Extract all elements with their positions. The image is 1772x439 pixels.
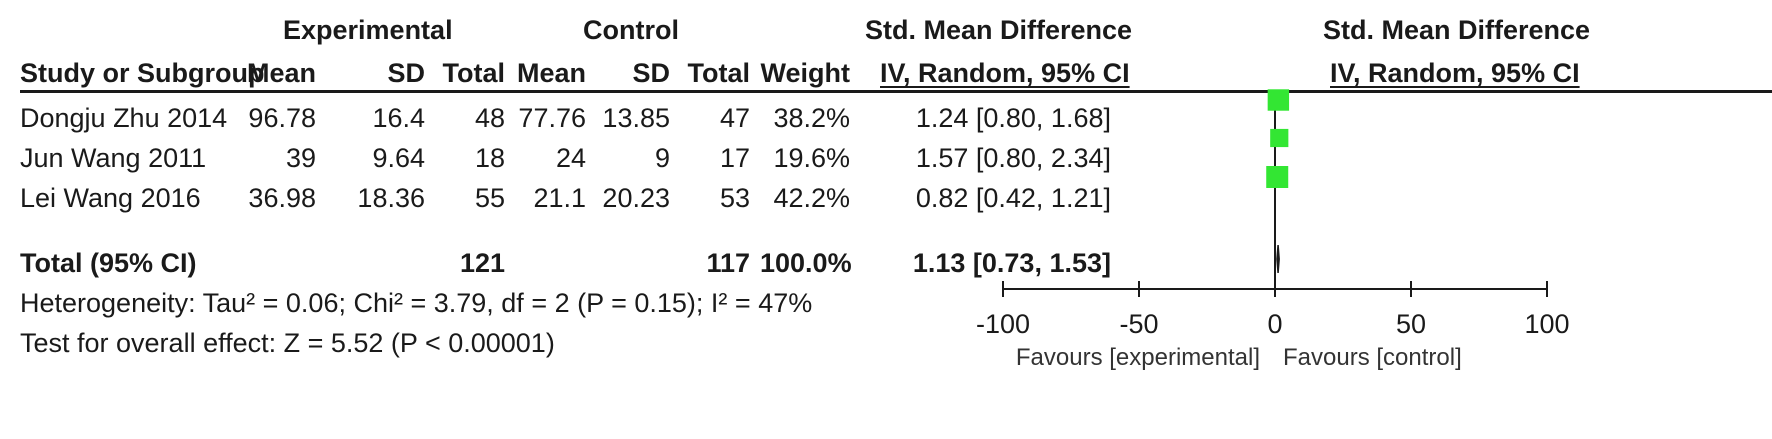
study-marker <box>1266 166 1289 188</box>
total-effect-ci: 1.13 [0.73, 1.53] <box>912 248 1111 278</box>
total-e-header: Total <box>442 58 506 88</box>
header-rule <box>20 90 1772 93</box>
x-tick-label: 0 <box>1267 309 1282 339</box>
mean-c: 77.76 <box>518 103 586 133</box>
sd-c: 20.23 <box>602 183 670 213</box>
study-marker <box>1270 128 1289 148</box>
effect-ci: 0.82 [0.42, 1.21] <box>915 183 1111 213</box>
total-e: 48 <box>474 103 505 133</box>
mean-e-header: Mean <box>246 58 316 88</box>
smd-column-title: Std. Mean Difference <box>865 15 1133 45</box>
total-c: 117 <box>706 248 750 278</box>
total-e: 121 <box>459 248 505 278</box>
total-e: 55 <box>474 183 505 213</box>
heterogeneity-text: Heterogeneity: Tau² = 0.06; Chi² = 3.79,… <box>20 288 813 318</box>
total-label: Total (95% CI) <box>20 248 197 278</box>
mean-e: 36.98 <box>248 183 316 213</box>
study-name: Dongju Zhu 2014 <box>20 103 228 133</box>
total-e: 18 <box>474 143 505 173</box>
sd-e-header: SD <box>387 58 425 88</box>
weight-header: Weight <box>760 58 851 88</box>
weight: 38.2% <box>773 103 850 133</box>
total-c: 17 <box>719 143 750 173</box>
smd-method-header: IV, Random, 95% CI <box>880 58 1130 88</box>
effect-ci: 1.24 [0.80, 1.68] <box>915 103 1111 133</box>
study-column-header: Study or Subgroup <box>20 58 265 88</box>
effect-ci: 1.57 [0.80, 2.34] <box>915 143 1111 173</box>
sd-e: 16.4 <box>372 103 425 133</box>
study-name: Lei Wang 2016 <box>20 183 201 213</box>
sd-c-header: SD <box>632 58 670 88</box>
mean-e: 96.78 <box>248 103 316 133</box>
total-c: 47 <box>719 103 750 133</box>
sd-c: 13.85 <box>602 103 670 133</box>
plot-title: Std. Mean Difference <box>1323 15 1591 45</box>
overall-effect-text: Test for overall effect: Z = 5.52 (P < 0… <box>20 328 555 358</box>
total-c: 53 <box>719 183 750 213</box>
mean-c: 24 <box>555 143 586 173</box>
control-group-header: Control <box>583 15 679 45</box>
total-weight: 100.0% <box>760 248 852 278</box>
sd-e: 18.36 <box>357 183 425 213</box>
mean-e: 39 <box>285 143 316 173</box>
plot-method-header: IV, Random, 95% CI <box>1330 58 1580 88</box>
mean-c-header: Mean <box>516 58 586 88</box>
sd-e: 9.64 <box>372 143 425 173</box>
study-name: Jun Wang 2011 <box>20 143 207 173</box>
x-tick-label: 100 <box>1524 309 1569 339</box>
x-tick-label: -100 <box>976 309 1030 339</box>
favours-experimental-label: Favours [experimental] <box>1016 344 1260 371</box>
study-marker <box>1267 89 1290 111</box>
x-tick-label: -50 <box>1119 309 1158 339</box>
mean-c: 21.1 <box>533 183 586 213</box>
favours-control-label: Favours [control] <box>1283 344 1462 371</box>
x-tick-label: 50 <box>1396 309 1426 339</box>
weight: 19.6% <box>773 143 850 173</box>
total-c-header: Total <box>687 58 751 88</box>
sd-c: 9 <box>654 143 670 173</box>
experimental-group-header: Experimental <box>283 15 453 45</box>
pooled-diamond <box>1276 244 1280 274</box>
weight: 42.2% <box>773 183 850 213</box>
